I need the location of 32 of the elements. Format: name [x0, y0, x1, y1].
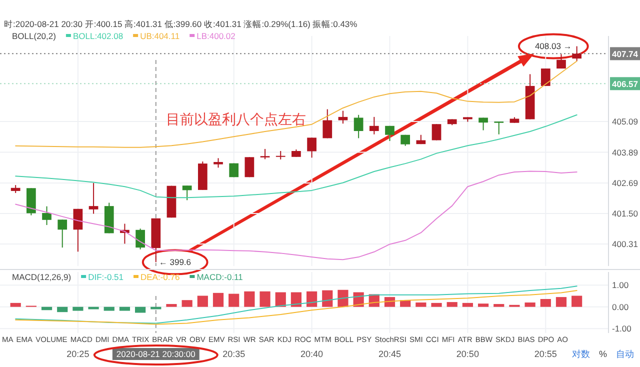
- annotation: ← 399.6: [158, 257, 192, 268]
- y-tick-label: 1.00: [612, 280, 629, 290]
- x-tick-label: 20:35: [222, 349, 246, 359]
- legend-label: DEA:-0.76: [140, 272, 180, 282]
- y-tick-label: 401.50: [612, 208, 638, 218]
- y-tick-label: 400.31: [612, 238, 638, 249]
- ref-line-label: 2020-08-21 20:30:00: [116, 349, 196, 359]
- x-tick-label: 20:40: [300, 349, 324, 359]
- x-tick-label: 20:50: [456, 349, 479, 359]
- text: 自动: [616, 349, 634, 359]
- text: %: [599, 349, 608, 359]
- legend-label: BOLL:402.08: [72, 31, 124, 41]
- y-tick-label: -1.00: [612, 324, 632, 334]
- text: 对数: [572, 349, 590, 359]
- chart-subtitle: 时:2020-08-21 20:30 开:400.15 高:401.31 低:399.60 收:401.31 涨幅:0.29%(1.16) 振幅:0.43%: [4, 19, 358, 29]
- x-tick-label: 20:45: [378, 349, 402, 359]
- ref-line-label: 407.74: [612, 49, 638, 60]
- legend-title: MACD(12,26,9): [12, 272, 72, 282]
- x-tick-label: 20:25: [66, 349, 90, 359]
- legend-label: UB:404.11: [140, 31, 180, 41]
- legend-label: LB:400.02: [196, 31, 236, 41]
- y-tick-label: 403.89: [612, 147, 638, 158]
- legend-label: DIF:-0.51: [88, 272, 124, 282]
- y-tick-label: 405.09: [612, 116, 638, 127]
- y-tick-label: 0.00: [612, 302, 629, 312]
- legend-label: MACD:-0.11: [196, 272, 244, 282]
- legend-title: BOLL(20,2): [12, 31, 56, 41]
- ref-line-label: 406.57: [612, 79, 638, 90]
- annotation: 408.03 →: [534, 41, 572, 52]
- annotation: 目前以盈利八个点左右: [166, 111, 306, 127]
- y-tick-label: 402.69: [612, 178, 638, 188]
- x-tick-label: 20:55: [534, 349, 557, 359]
